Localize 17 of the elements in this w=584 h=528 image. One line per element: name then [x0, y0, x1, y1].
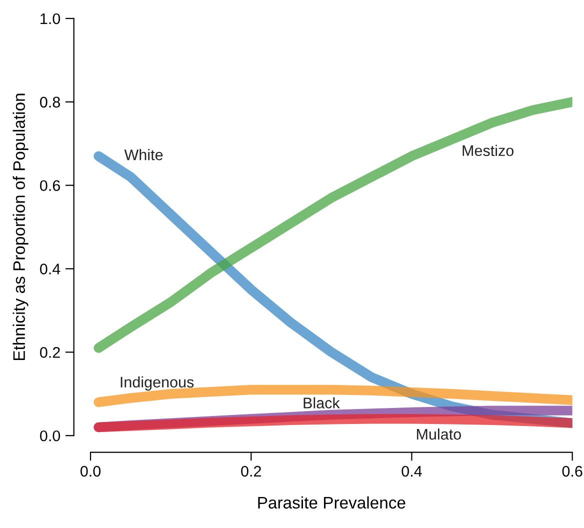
x-axis-title: Parasite Prevalence — [258, 496, 406, 509]
y-tick-label: 0.2 — [40, 347, 60, 358]
y-axis-title: Ethnicity as Proportion of Population — [12, 94, 28, 360]
series-label: Black — [304, 397, 340, 408]
series-label: Indigenous — [120, 376, 194, 391]
series-label: White — [124, 149, 163, 160]
y-tick-label: 0.0 — [40, 430, 60, 442]
y-tick-label: 1.0 — [40, 13, 60, 24]
y-tick-label: 0.8 — [40, 96, 60, 108]
y-tick-label: 0.4 — [40, 264, 60, 274]
series-label: Mestizo — [462, 144, 514, 156]
x-tick-label: 0.4 — [402, 466, 422, 477]
y-tick-label: 0.6 — [40, 180, 60, 192]
x-tick-label: 0.0 — [80, 466, 101, 477]
x-tick-label: 0.2 — [241, 466, 261, 477]
series-label: Mulato — [416, 428, 461, 440]
x-tick-label: 0.6 — [562, 466, 582, 477]
